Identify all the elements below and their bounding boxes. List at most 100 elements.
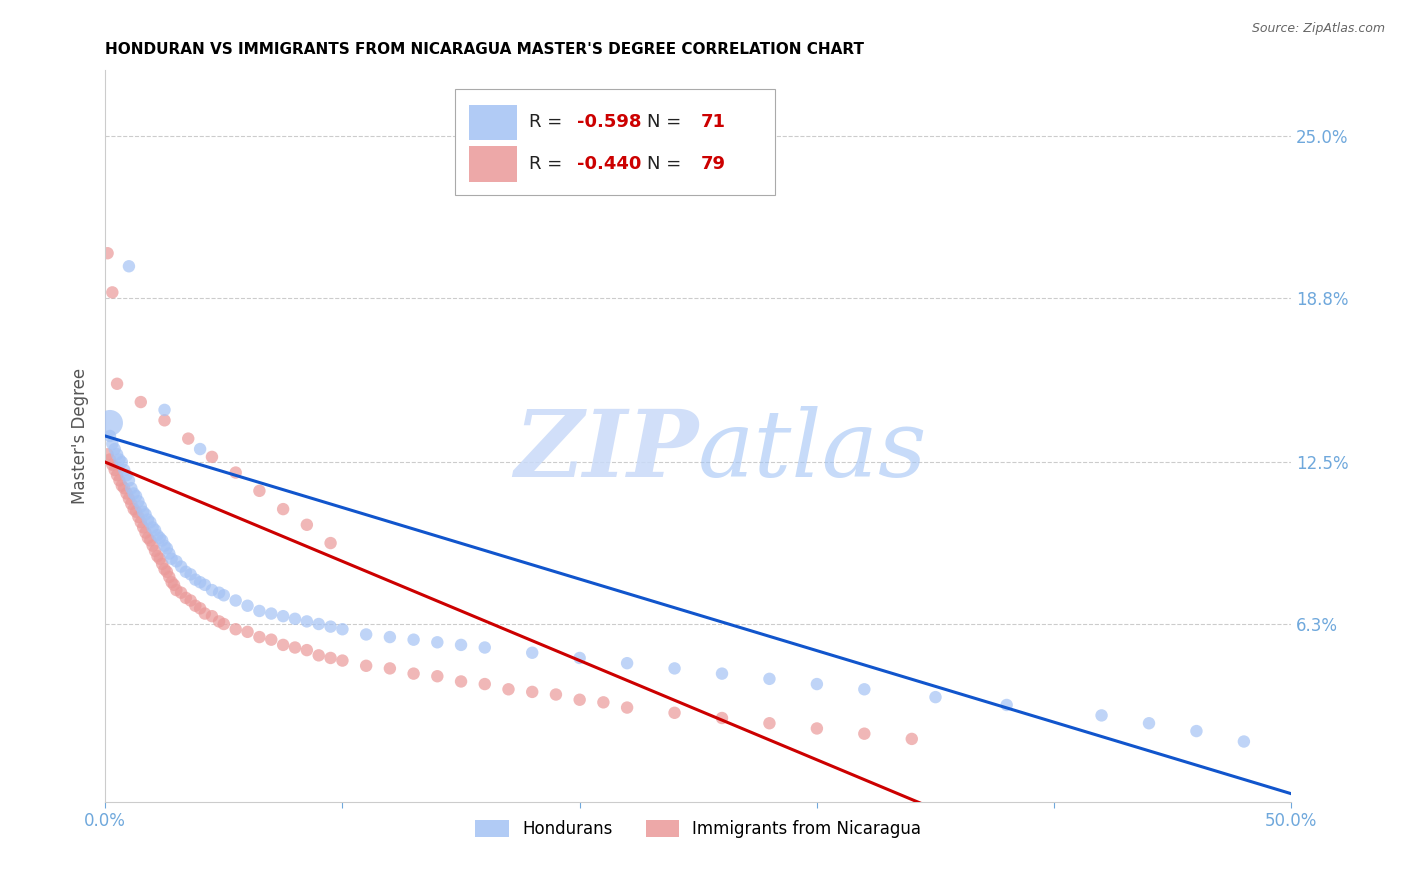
Point bbox=[249, 630, 271, 644]
Point bbox=[522, 646, 544, 660]
Text: 79: 79 bbox=[700, 155, 725, 173]
Point bbox=[139, 515, 162, 529]
Text: -0.598: -0.598 bbox=[578, 113, 641, 131]
Point bbox=[378, 630, 401, 644]
Legend: Hondurans, Immigrants from Nicaragua: Hondurans, Immigrants from Nicaragua bbox=[468, 813, 928, 845]
Point bbox=[136, 512, 159, 526]
Point bbox=[402, 632, 425, 647]
Point bbox=[156, 565, 179, 579]
Point bbox=[616, 656, 638, 670]
Point bbox=[165, 554, 187, 568]
Point bbox=[212, 617, 235, 632]
Point bbox=[174, 565, 197, 579]
Point bbox=[122, 502, 145, 516]
Point bbox=[1185, 724, 1208, 739]
Point bbox=[150, 533, 173, 548]
Point bbox=[319, 536, 342, 550]
Point bbox=[129, 515, 152, 529]
Point bbox=[97, 246, 120, 260]
Point bbox=[120, 497, 142, 511]
Point bbox=[184, 599, 207, 613]
Point bbox=[180, 567, 202, 582]
Point bbox=[249, 483, 271, 498]
Point bbox=[98, 452, 121, 467]
Point bbox=[108, 452, 131, 467]
Point bbox=[319, 619, 342, 633]
Point bbox=[1090, 708, 1112, 723]
Point bbox=[142, 539, 165, 553]
Point bbox=[101, 437, 124, 451]
Point bbox=[129, 500, 152, 514]
Point bbox=[664, 706, 686, 720]
Point bbox=[426, 635, 449, 649]
Point bbox=[105, 447, 128, 461]
Point bbox=[165, 583, 187, 598]
Point bbox=[295, 643, 318, 657]
Point bbox=[474, 640, 496, 655]
Point bbox=[129, 395, 152, 409]
Point bbox=[160, 575, 183, 590]
Point bbox=[568, 692, 591, 706]
Point bbox=[474, 677, 496, 691]
Text: Source: ZipAtlas.com: Source: ZipAtlas.com bbox=[1251, 22, 1385, 36]
Point bbox=[711, 711, 734, 725]
Point bbox=[122, 486, 145, 500]
Point bbox=[664, 661, 686, 675]
Point bbox=[146, 549, 169, 563]
Point bbox=[544, 688, 567, 702]
Point bbox=[450, 638, 472, 652]
Point bbox=[153, 562, 176, 576]
Point bbox=[127, 510, 149, 524]
Point bbox=[184, 573, 207, 587]
Point bbox=[249, 604, 271, 618]
Point bbox=[212, 588, 235, 602]
Point bbox=[271, 638, 294, 652]
Point bbox=[758, 716, 780, 731]
Point bbox=[522, 685, 544, 699]
Point bbox=[98, 429, 121, 443]
Point bbox=[354, 627, 377, 641]
Point bbox=[188, 601, 211, 615]
Point bbox=[194, 607, 217, 621]
Point bbox=[201, 450, 224, 464]
Point bbox=[105, 468, 128, 483]
Point bbox=[853, 727, 876, 741]
Point bbox=[308, 617, 330, 632]
Point bbox=[1233, 734, 1256, 748]
Point bbox=[616, 700, 638, 714]
Point bbox=[188, 442, 211, 456]
Point bbox=[271, 502, 294, 516]
Point bbox=[806, 722, 828, 736]
Point bbox=[118, 260, 141, 274]
Point bbox=[332, 622, 354, 636]
FancyBboxPatch shape bbox=[456, 88, 775, 194]
Point bbox=[127, 494, 149, 508]
Point bbox=[149, 551, 172, 566]
Point bbox=[170, 559, 193, 574]
Point bbox=[150, 557, 173, 571]
Point bbox=[160, 551, 183, 566]
Point bbox=[111, 478, 134, 492]
Text: N =: N = bbox=[647, 155, 688, 173]
Bar bbox=[470, 104, 517, 140]
Point bbox=[104, 442, 127, 456]
Text: ZIP: ZIP bbox=[515, 406, 699, 496]
Text: R =: R = bbox=[529, 113, 568, 131]
Point bbox=[153, 539, 176, 553]
Point bbox=[120, 481, 142, 495]
Point bbox=[105, 376, 128, 391]
Point bbox=[208, 615, 231, 629]
Point bbox=[112, 463, 135, 477]
Point bbox=[143, 523, 166, 537]
Point bbox=[115, 468, 138, 483]
Point bbox=[115, 486, 138, 500]
Point bbox=[98, 416, 121, 430]
Point bbox=[332, 654, 354, 668]
Point bbox=[177, 432, 200, 446]
Point bbox=[260, 632, 283, 647]
Point bbox=[97, 447, 120, 461]
Point bbox=[1137, 716, 1160, 731]
Point bbox=[157, 547, 180, 561]
Point bbox=[225, 593, 247, 607]
Point bbox=[157, 570, 180, 584]
